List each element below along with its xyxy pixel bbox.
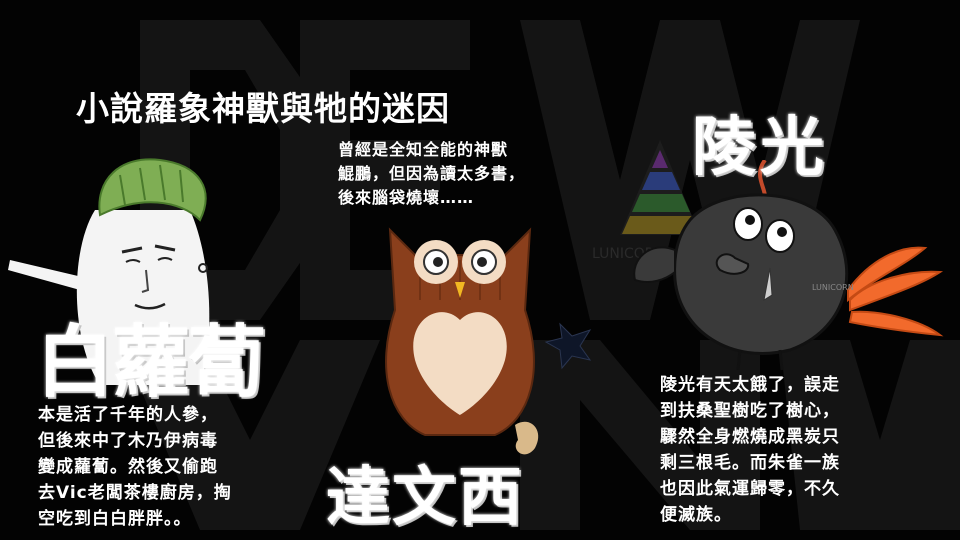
crow-name: 陵光 <box>692 110 828 185</box>
radish-name: 白蘿蔔 <box>36 317 266 408</box>
crow-desc-line: 陵光有天太餓了，誤走 <box>660 375 840 395</box>
crow-desc-line: 便滅族。 <box>660 505 732 525</box>
owl-illustration <box>385 227 539 455</box>
owl-desc-line: 後來腦袋燒壞…… <box>338 188 475 207</box>
owl-name: 達文西 <box>326 460 524 535</box>
crow-description: 陵光有天太餓了，誤走 到扶桑聖樹吃了樹心， 驟然全身燃燒成黑炭只 剩三根毛。而朱… <box>660 372 910 528</box>
owl-description: 曾經是全知全能的神獸 鯤鵬，但因為讀太多書， 後來腦袋燒壞…… <box>338 138 598 210</box>
radish-desc-line: 去Vic老闆茶樓廚房，掏 <box>38 483 232 503</box>
radish-desc-line: 變成蘿蔔。然後又偷跑 <box>38 457 218 477</box>
svg-text:LUNICORN: LUNICORN <box>812 283 854 292</box>
radish-description: 本是活了千年的人參， 但後來中了木乃伊病毒 變成蘿蔔。然後又偷跑 去Vic老闆茶… <box>38 402 308 532</box>
owl-desc-line: 鯤鵬，但因為讀太多書， <box>338 164 526 183</box>
radish-desc-line: 空吃到白白胖胖。。 <box>38 509 192 529</box>
crow-desc-line: 驟然全身燃燒成黑炭只 <box>660 427 840 447</box>
radish-illustration <box>8 158 215 385</box>
crow-desc-line: 剩三根毛。而朱雀一族 <box>660 453 840 473</box>
radish-desc-line: 本是活了千年的人參， <box>38 405 218 425</box>
radish-desc-line: 但後來中了木乃伊病毒 <box>38 431 218 451</box>
owl-desc-line: 曾經是全知全能的神獸 <box>338 140 509 159</box>
crow-desc-line: 也因此氣運歸零，不久 <box>660 479 840 499</box>
crow-desc-line: 到扶桑聖樹吃了樹心， <box>660 401 840 421</box>
page-title: 小說羅象神獸與牠的迷因 <box>76 89 450 129</box>
crow-illustration: LUNICORN <box>633 160 944 370</box>
